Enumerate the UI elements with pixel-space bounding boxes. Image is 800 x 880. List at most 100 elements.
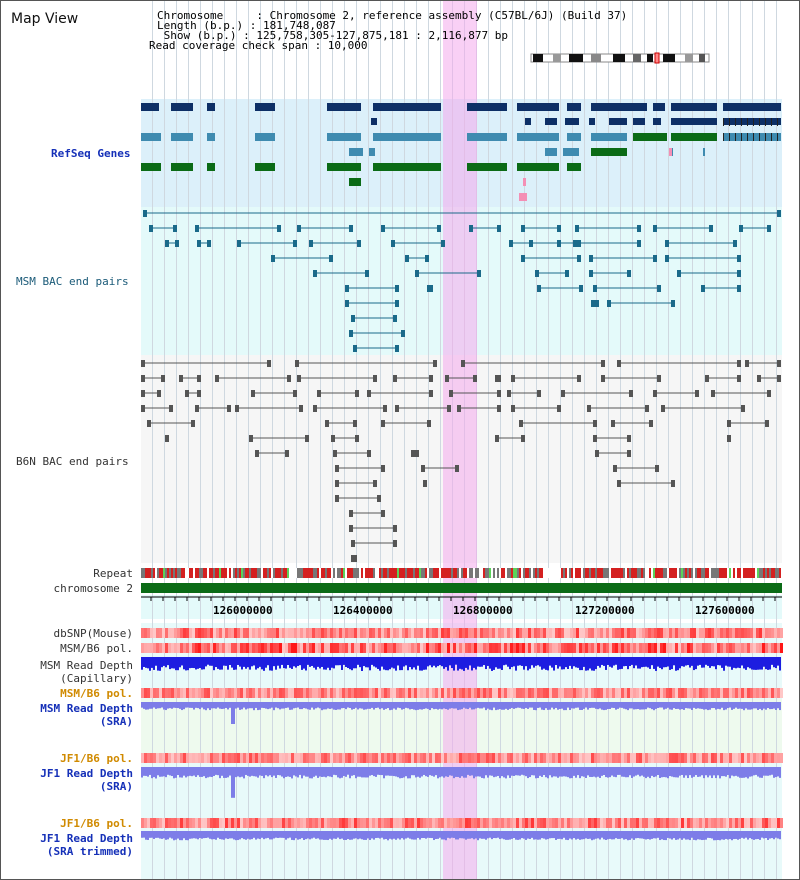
read-depth-bar <box>247 657 249 668</box>
polymorphism-cell <box>735 818 738 828</box>
refseq-gene <box>671 103 717 111</box>
read-depth-bar <box>589 657 591 669</box>
polymorphism-cell <box>528 628 531 638</box>
repeat-feature <box>335 568 337 578</box>
read-depth-bar <box>309 767 311 779</box>
read-depth-bar <box>733 767 735 777</box>
read-depth-bar <box>231 702 233 724</box>
read-depth-bar <box>649 831 651 840</box>
read-depth-bar <box>201 657 203 670</box>
b6n-bac-pair-end <box>455 465 459 472</box>
read-depth-bar <box>721 657 723 668</box>
polymorphism-cell <box>147 753 150 763</box>
read-depth-bar <box>489 831 491 838</box>
polymorphism-cell <box>648 688 651 698</box>
polymorphism-cell <box>420 753 423 763</box>
read-depth-bar <box>521 702 523 709</box>
polymorphism-cell <box>357 643 360 653</box>
read-depth-bar <box>713 657 715 667</box>
read-depth-bar <box>663 767 665 778</box>
read-depth-bar <box>577 831 579 839</box>
polymorphism-cell <box>246 818 249 828</box>
read-depth-bar <box>577 702 579 708</box>
b6n-bac-pair-end <box>355 390 359 397</box>
read-depth-bar <box>577 767 579 776</box>
read-depth-bar <box>351 702 353 710</box>
polymorphism-cell <box>345 753 348 763</box>
read-depth-bar <box>533 657 535 668</box>
polymorphism-cell <box>357 818 360 828</box>
polymorphism-cell <box>366 643 369 653</box>
read-depth-bar <box>191 831 193 839</box>
read-depth-bar <box>669 831 671 839</box>
polymorphism-cell <box>171 643 174 653</box>
repeat-feature <box>665 568 667 578</box>
read-depth-bar <box>149 831 151 838</box>
read-depth-bar <box>589 767 591 777</box>
refseq-exon <box>723 118 724 126</box>
polymorphism-cell <box>231 643 234 653</box>
polymorphism-cell <box>408 688 411 698</box>
b6n-bac-pair-end <box>593 435 597 442</box>
read-depth-bar <box>673 657 675 666</box>
repeat-feature <box>559 568 561 578</box>
read-depth-bar <box>369 831 371 841</box>
read-depth-bar <box>199 657 201 669</box>
read-depth-bar <box>411 831 413 840</box>
read-depth-bar <box>345 767 347 777</box>
refseq-genes-label: RefSeq Genes <box>51 147 131 160</box>
polymorphism-cell <box>177 818 180 828</box>
polymorphism-cell <box>540 688 543 698</box>
repeat-feature <box>397 568 399 578</box>
polymorphism-cell <box>171 818 174 828</box>
repeat-feature <box>355 568 357 578</box>
polymorphism-cell <box>672 643 675 653</box>
polymorphism-cell <box>615 643 618 653</box>
read-depth-bar <box>667 657 669 667</box>
read-depth-bar <box>177 767 179 776</box>
read-depth-bar <box>581 831 583 840</box>
read-depth-bar <box>437 702 439 710</box>
polymorphism-cell <box>273 688 276 698</box>
read-depth-bar <box>291 767 293 779</box>
read-depth-bar <box>279 767 281 776</box>
polymorphism-cell <box>567 643 570 653</box>
read-depth-bar <box>395 767 397 777</box>
chromosome-ideogram[interactable] <box>529 52 713 64</box>
read-depth-bar <box>239 831 241 840</box>
read-depth-bar <box>553 657 555 671</box>
polymorphism-cell <box>273 753 276 763</box>
read-depth-bar <box>371 702 373 708</box>
polymorphism-cell <box>762 688 765 698</box>
read-depth-bar <box>387 767 389 776</box>
polymorphism-cell <box>615 628 618 638</box>
polymorphism-cell <box>297 688 300 698</box>
read-depth-bar <box>287 657 289 666</box>
b6n-bac-pair-end <box>695 390 699 397</box>
read-depth-bar <box>655 702 657 709</box>
read-depth-bar <box>387 831 389 841</box>
polymorphism-cell <box>318 818 321 828</box>
polymorphism-cell <box>603 753 606 763</box>
polymorphism-cell <box>186 628 189 638</box>
grid-line <box>536 1 537 879</box>
polymorphism-cell <box>432 818 435 828</box>
polymorphism-cell <box>156 818 159 828</box>
read-depth-bar <box>697 767 699 777</box>
polymorphism-cell <box>288 753 291 763</box>
read-depth-bar <box>385 702 387 709</box>
read-depth-bar <box>469 657 471 666</box>
polymorphism-cell <box>348 643 351 653</box>
repeat-feature <box>143 568 145 578</box>
polymorphism-cell <box>330 688 333 698</box>
read-depth-bar <box>731 657 733 670</box>
repeat-feature <box>545 568 547 578</box>
read-depth-bar <box>181 657 183 666</box>
msm-bac-pair-end <box>165 240 169 247</box>
read-depth-bar <box>425 767 427 777</box>
polymorphism-cell <box>270 643 273 653</box>
read-depth-bar <box>391 767 393 776</box>
repeat-feature <box>533 568 535 578</box>
msm-read-depth-sra-label: MSM Read Depth <box>40 702 133 715</box>
